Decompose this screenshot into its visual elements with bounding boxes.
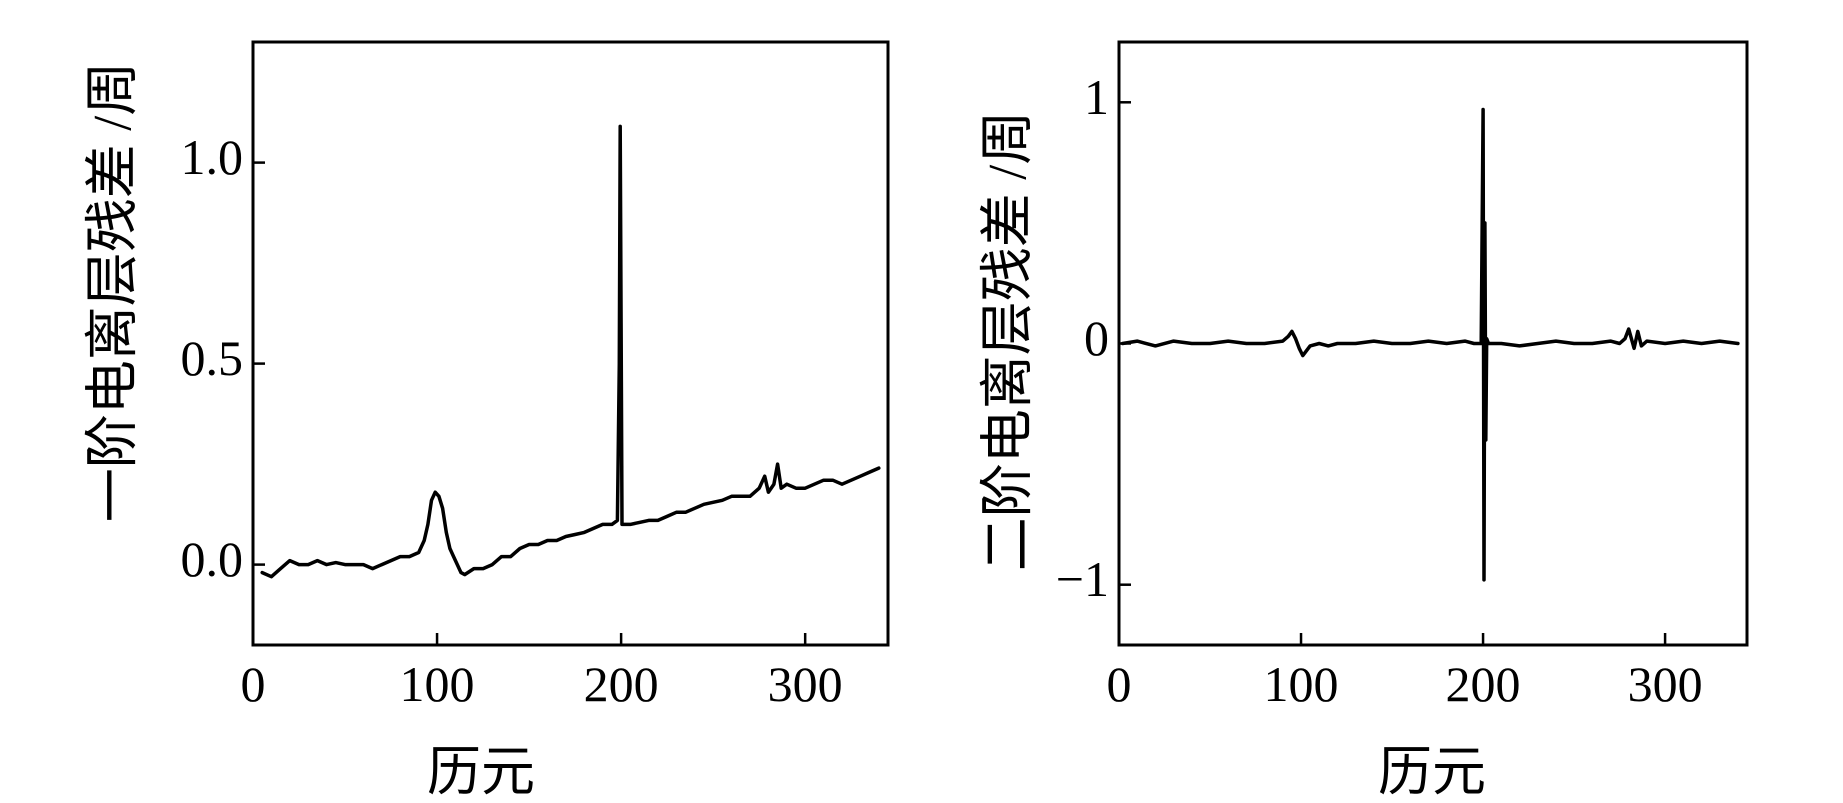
y-tick-label: 1 xyxy=(1084,69,1109,125)
x-tick-label: 100 xyxy=(1264,656,1339,712)
chart-panel-second-order: 二阶电离层残差 /周 历元 0 100 200 300 −1 0 1 xyxy=(977,40,1749,802)
x-tick-label: 200 xyxy=(584,656,659,712)
y-tick-label: −1 xyxy=(1056,551,1109,607)
plot-frame xyxy=(251,40,890,647)
chart-panel-first-order: 一阶电离层残差 /周 历元 0 100 200 300 0.0 0.5 1.0 xyxy=(82,40,890,802)
ticks-layer: 0 100 200 300 0.0 0.5 1.0 xyxy=(181,129,843,712)
series-line xyxy=(260,124,881,579)
x-tick-label: 0 xyxy=(241,656,266,712)
x-axis-label: 历元 xyxy=(1378,742,1486,802)
marks-layer xyxy=(1120,107,1740,582)
y-tick-label: 0.0 xyxy=(181,531,244,587)
x-tick-label: 0 xyxy=(1107,656,1132,712)
x-tick-label: 300 xyxy=(768,656,843,712)
y-axis-label: 一阶电离层残差 /周 xyxy=(82,62,142,523)
ticks-layer: 0 100 200 300 −1 0 1 xyxy=(1056,69,1703,712)
marks-layer xyxy=(260,124,881,579)
y-tick-label: 1.0 xyxy=(181,129,244,185)
y-tick-label: 0 xyxy=(1084,310,1109,366)
y-axis-label: 二阶电离层残差 /周 xyxy=(977,111,1037,572)
series-line xyxy=(1120,107,1740,582)
x-tick-label: 300 xyxy=(1628,656,1703,712)
plot-frame xyxy=(1117,40,1749,647)
x-axis-label: 历元 xyxy=(427,742,535,802)
y-tick-label: 0.5 xyxy=(181,330,244,386)
x-tick-label: 100 xyxy=(400,656,475,712)
x-tick-label: 200 xyxy=(1446,656,1521,712)
